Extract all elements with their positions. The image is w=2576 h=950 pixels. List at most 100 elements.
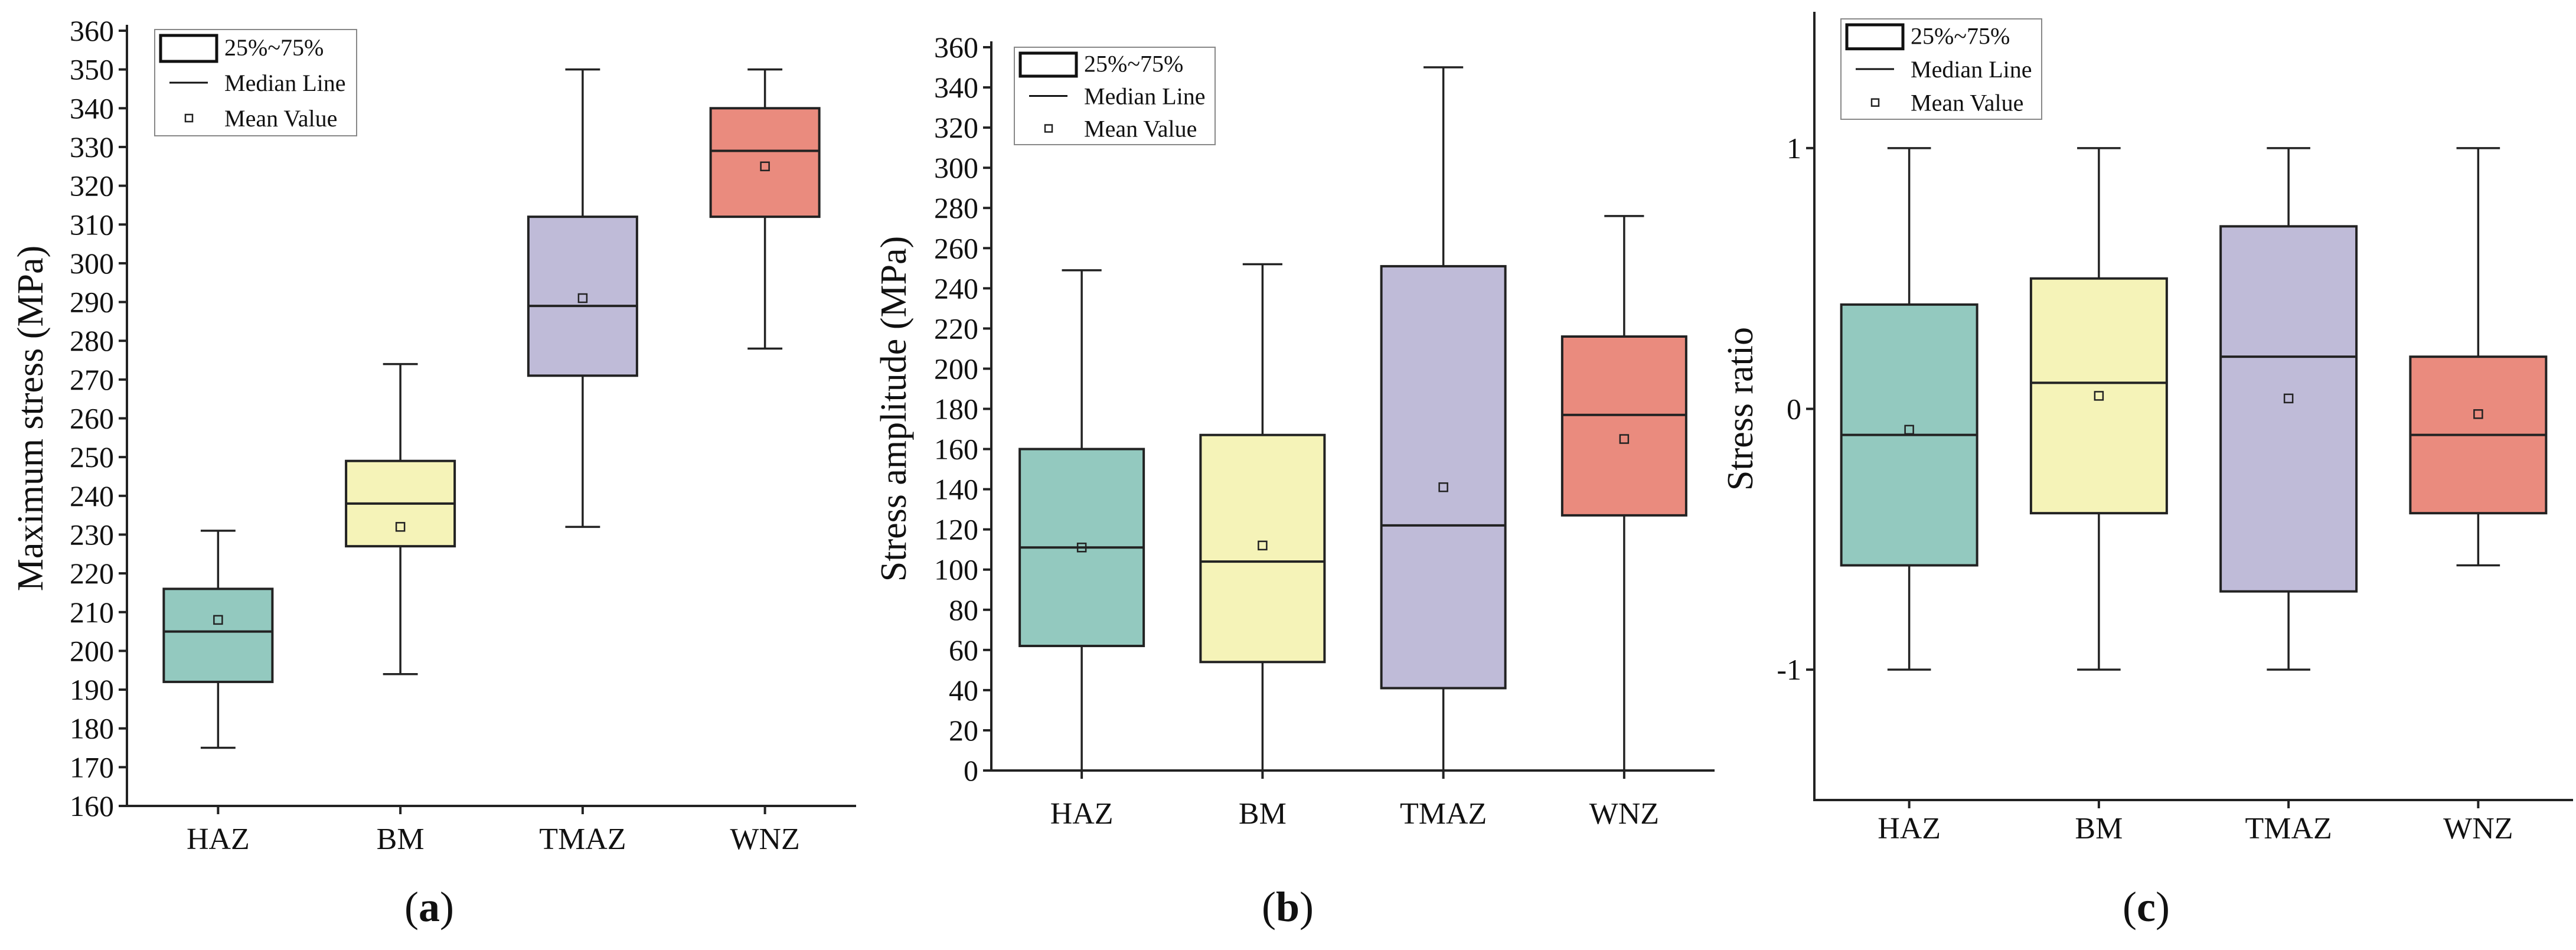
panel-a-chart: 160 170 180 190 200 210 220 230 240 250 260 270 280 2…	[11, 14, 856, 931]
legend-label: 25%~75%	[1911, 22, 2010, 49]
legend: 25%~75% Median Line Mean Value	[1014, 47, 1216, 145]
legend-label: Mean Value	[224, 105, 337, 132]
x-tick-label: BM	[377, 822, 425, 856]
iqr-box	[527, 216, 638, 377]
y-tick-label: 250	[70, 440, 114, 474]
x-tick-label: TMAZ	[2245, 812, 2332, 845]
y-tick-label: 270	[70, 363, 114, 396]
x-tick-label: WNZ	[730, 822, 799, 856]
mean-marker	[1904, 425, 1914, 435]
y-tick-label: 290	[70, 286, 114, 319]
legend-box-swatch	[159, 34, 218, 63]
y-tick-label: 300	[934, 151, 978, 184]
mean-marker	[1619, 434, 1630, 444]
y-tick-label: 200	[934, 352, 978, 385]
y-tick-label: 190	[70, 673, 114, 706]
box-bm	[2029, 147, 2168, 671]
panel-label: (b)	[1262, 883, 1314, 931]
mean-marker	[395, 522, 406, 532]
y-tick-label: 310	[70, 208, 114, 241]
legend: 25%~75% Median Line Mean Value	[1840, 18, 2042, 120]
mean-marker	[1258, 540, 1268, 551]
mean-marker	[213, 615, 223, 625]
iqr-box	[1199, 433, 1326, 664]
y-tick-label: 180	[70, 712, 114, 745]
y-tick-label: 350	[70, 53, 114, 86]
mean-marker	[2473, 409, 2483, 419]
legend-box-swatch	[1018, 51, 1078, 78]
panel-label: (c)	[2123, 883, 2170, 931]
y-tick-label: 60	[949, 634, 978, 667]
panel-c-chart: -1 0 1 Stress ratio HAZ BM TMAZ WNZ 25%~75% Media…	[1720, 12, 2573, 931]
y-tick-label: 340	[70, 92, 114, 125]
legend-label: Median Line	[1911, 56, 2032, 83]
box-haz	[1840, 147, 1978, 671]
box-wnz	[709, 68, 821, 350]
y-tick-label: -1	[1777, 653, 1801, 686]
legend-mean-swatch	[1044, 124, 1053, 133]
y-tick-label: 240	[934, 272, 978, 305]
legend-label: Median Line	[224, 70, 346, 96]
y-tick-label: 320	[70, 169, 114, 203]
mean-marker	[1438, 482, 1448, 492]
box-tmaz	[527, 68, 638, 528]
y-tick-label: 230	[70, 518, 114, 551]
legend-label: Mean Value	[1911, 90, 2023, 116]
iqr-box	[162, 587, 274, 683]
y-tick-label: 220	[934, 312, 978, 345]
box-haz	[162, 530, 274, 749]
x-tick-label: HAZ	[1878, 812, 1941, 845]
y-axis-title: Maximum stress (MPa)	[11, 246, 51, 592]
y-tick-label: 40	[949, 674, 978, 707]
y-axis-title: Stress amplitude (MPa)	[874, 236, 914, 582]
box-bm	[1199, 263, 1326, 772]
y-tick-label: 280	[934, 191, 978, 224]
legend-box-swatch	[1845, 23, 1905, 51]
y-tick-label: 0	[1787, 393, 1801, 426]
x-tick-label: WNZ	[2443, 812, 2513, 845]
y-axis-title: Stress ratio	[1720, 327, 1761, 491]
y-tick-label: 210	[70, 596, 114, 629]
y-tick-label: 0	[964, 754, 978, 787]
mean-marker	[577, 293, 588, 303]
y-tick-label: 200	[70, 634, 114, 667]
y-tick-label: 120	[934, 513, 978, 546]
legend-mean-swatch	[184, 113, 194, 123]
y-tick-label: 220	[70, 557, 114, 590]
y-tick-label: 340	[934, 71, 978, 104]
y-tick-label: 80	[949, 593, 978, 626]
x-tick-label: BM	[1239, 797, 1287, 831]
iqr-box	[1560, 335, 1687, 517]
mean-marker	[2094, 391, 2104, 401]
y-tick-label: 300	[70, 247, 114, 280]
y-tick-label: 160	[70, 789, 114, 822]
legend-label: Median Line	[1084, 83, 1206, 110]
x-tick-label: TMAZ	[1400, 797, 1487, 831]
mean-marker	[1076, 543, 1087, 553]
x-tick-label: TMAZ	[539, 822, 626, 856]
mean-marker	[2283, 393, 2294, 404]
y-tick-label: 180	[934, 393, 978, 426]
y-tick-label: 100	[934, 553, 978, 586]
box-haz	[1018, 269, 1145, 772]
y-tick-label: 240	[70, 479, 114, 512]
y-tick-label: 160	[934, 433, 978, 466]
y-tick-label: 360	[934, 31, 978, 64]
y-tick-label: 360	[70, 14, 114, 47]
box-tmaz	[2219, 147, 2358, 671]
y-tick-label: 140	[934, 473, 978, 506]
y-tick-label: 260	[934, 231, 978, 265]
box-wnz	[2409, 147, 2548, 567]
iqr-box	[2219, 225, 2358, 593]
iqr-box	[1380, 265, 1507, 690]
y-tick-label: 280	[70, 324, 114, 357]
panel-label: (a)	[404, 883, 454, 931]
y-tick-label: 260	[70, 402, 114, 435]
y-tick-label: 20	[949, 714, 978, 747]
x-tick-label: HAZ	[1050, 797, 1114, 831]
y-tick-label: 1	[1787, 132, 1801, 165]
box-wnz	[1560, 215, 1687, 772]
box-bm	[345, 363, 456, 675]
y-tick-label: 330	[70, 130, 114, 164]
